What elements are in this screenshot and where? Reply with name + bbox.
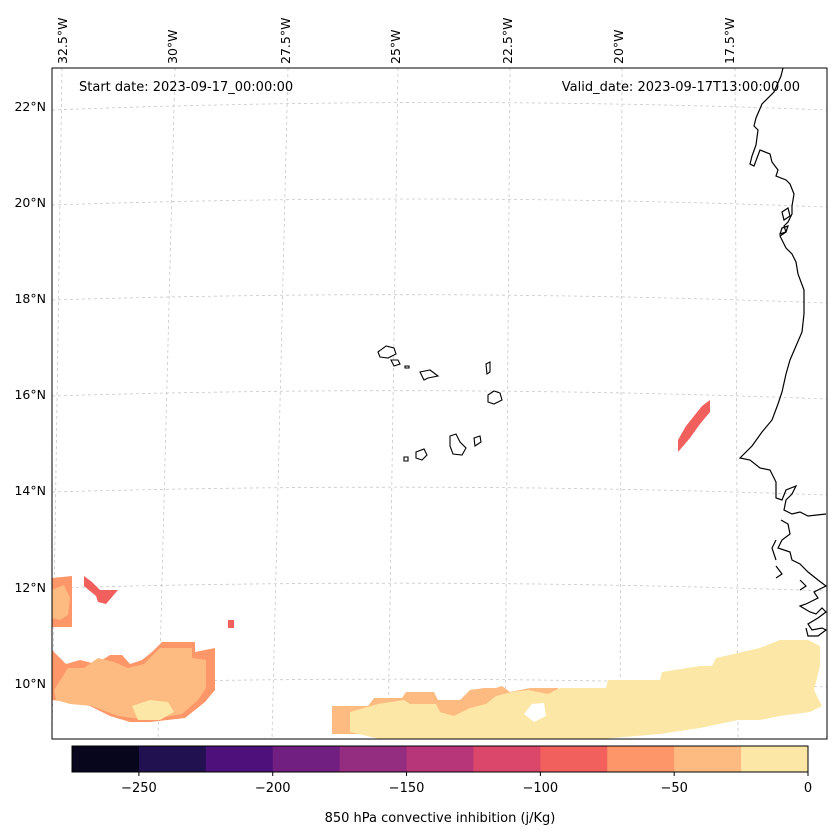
map-border [51, 67, 828, 740]
cape-verde-islands [377, 345, 503, 462]
lat-label: 18°N [14, 291, 46, 306]
colorbar-level-3 [272, 746, 341, 772]
lon-label: 17.5°W [722, 18, 737, 64]
lon-labels: 32.5°W 30°W 27.5°W 25°W 22.5°W 20°W 17.5… [55, 18, 737, 64]
africa-coastline [738, 67, 828, 637]
contour-west-yellow [132, 700, 174, 720]
lat-label: 10°N [14, 676, 46, 691]
lon-label: 22.5°W [500, 18, 515, 64]
colorbar-level-0 [72, 746, 140, 772]
colorbar-tick-label: −200 [255, 781, 291, 796]
lon-label: 27.5°W [278, 18, 293, 64]
colorbar-level-2 [205, 746, 274, 772]
colorbar-level-6 [473, 746, 541, 772]
valid-date-label: Valid_date: 2023-09-17T13:00:00.00 [562, 80, 800, 95]
colorbar-tick-label: −250 [121, 781, 157, 796]
colorbar: −250 −200 −150 −100 −50 0 [71, 745, 812, 796]
map-area [52, 68, 827, 739]
contour-south-yellow [350, 640, 822, 739]
colorbar-level-8 [607, 746, 675, 772]
cin-contours [52, 400, 822, 739]
lat-labels: 22°N 20°N 18°N 16°N 14°N 12°N 10°N [14, 99, 46, 691]
lat-label: 14°N [14, 483, 46, 498]
colorbar-level-7 [540, 746, 608, 772]
colorbar-level-5 [406, 746, 474, 772]
lon-label: 32.5°W [55, 18, 70, 64]
colorbar-tick-label: −150 [389, 781, 425, 796]
lat-label: 16°N [14, 387, 46, 402]
lat-label: 22°N [14, 99, 46, 114]
lon-label: 25°W [388, 29, 403, 64]
start-date-label: Start date: 2023-09-17_00:00:00 [79, 80, 293, 95]
lat-label: 20°N [14, 195, 46, 210]
lat-label: 12°N [14, 580, 46, 595]
colorbar-tick-label: −50 [660, 781, 687, 796]
colorbar-tick-label: −100 [523, 781, 559, 796]
colorbar-level-1 [138, 746, 207, 772]
colorbar-level-9 [674, 746, 742, 772]
contour-west-peach [52, 585, 206, 720]
colorbar-level-10 [741, 746, 809, 772]
lon-label: 20°W [611, 29, 626, 64]
colorbar-tick-label: 0 [804, 781, 812, 796]
contour-red-streak [678, 400, 710, 452]
colorbar-level-4 [339, 746, 408, 772]
lon-label: 30°W [165, 29, 180, 64]
contour-yellow-hole [524, 703, 546, 722]
colorbar-frame [71, 745, 809, 773]
colorbar-title: 850 hPa convective inhibition (j/Kg) [325, 811, 556, 826]
